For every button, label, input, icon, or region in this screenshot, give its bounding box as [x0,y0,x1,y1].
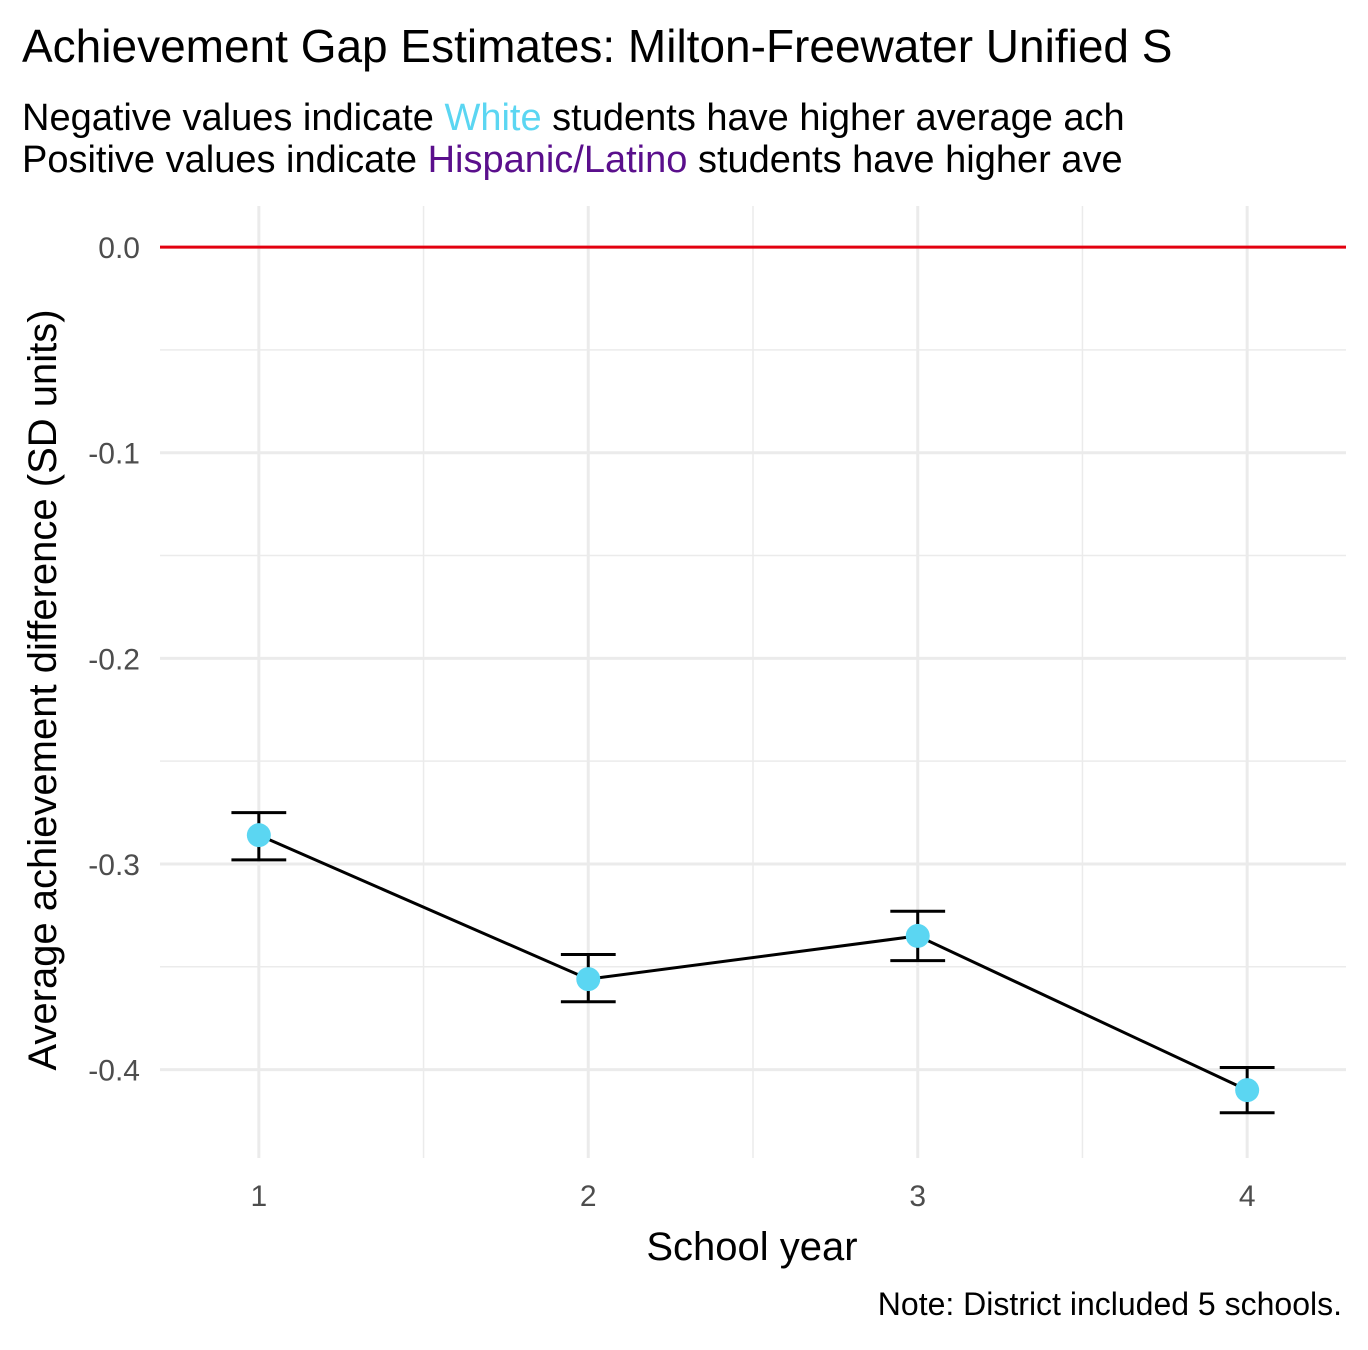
y-tick-label: 0.0 [98,232,140,265]
series-line [258,833,1248,1092]
subtitle-line-1-suffix: students have higher average ach [541,97,1125,139]
x-tick-label: 1 [250,1180,267,1213]
subtitle-hispanic-group: Hispanic/Latino [427,139,688,181]
minor-grid [160,206,1346,1158]
data-point [905,923,930,948]
x-axis-title: School year [646,1225,857,1269]
y-tick-label: -0.2 [88,643,140,676]
series-group [231,811,1275,1115]
y-tick-labels: 0.0 -0.1 -0.2 -0.3 -0.4 [88,232,140,1087]
subtitle-line-2-suffix: students have higher ave [687,139,1123,181]
subtitle-white-group: White [444,97,542,139]
subtitle-line-2: Positive values indicate Hispanic/Latino… [22,138,1123,182]
y-tick-label: -0.3 [88,849,140,882]
subtitle-line-2-prefix: Positive values indicate [22,139,428,181]
data-point [246,823,271,848]
x-tick-labels: 1 2 3 4 [250,1180,1255,1213]
x-tick-label: 4 [1239,1180,1256,1213]
y-tick-label: -0.1 [88,438,140,471]
y-axis-title: Average achievement difference (SD units… [21,309,65,1070]
data-point [576,967,601,992]
caption-note: Note: District included 5 schools. [877,1286,1342,1322]
chart-title: Achievement Gap Estimates: Milton-Freewa… [22,20,1173,72]
y-tick-label: -0.4 [88,1055,140,1088]
subtitle-line-1: Negative values indicate White students … [22,96,1125,140]
x-tick-label: 3 [909,1180,926,1213]
x-tick-label: 2 [580,1180,597,1213]
data-point [1235,1078,1260,1103]
subtitle-line-1-prefix: Negative values indicate [22,97,445,139]
